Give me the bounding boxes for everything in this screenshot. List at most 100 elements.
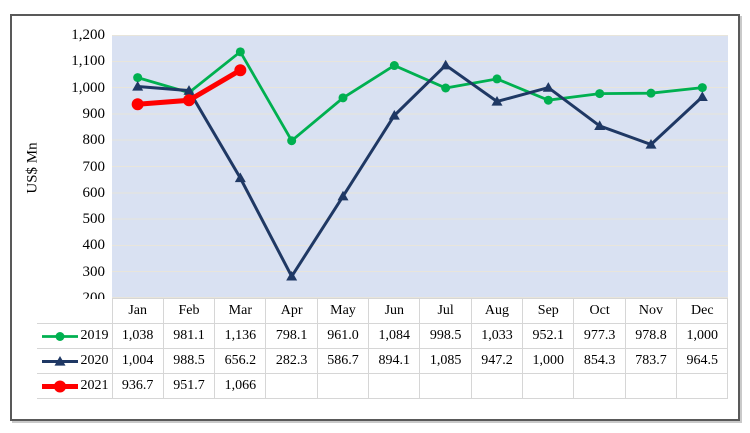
month-header: Nov bbox=[624, 298, 678, 324]
series-line-2019 bbox=[137, 49, 703, 143]
legend-item-2021: 2021 bbox=[37, 373, 113, 399]
value-cell: 981.1 bbox=[162, 323, 216, 349]
circle-marker-icon bbox=[234, 64, 247, 77]
y-axis-tick-label: 1,000 bbox=[71, 79, 105, 96]
value-cell: 1,004 bbox=[111, 348, 164, 374]
circle-marker-icon bbox=[133, 73, 143, 83]
plot-area bbox=[112, 35, 728, 298]
y-axis-tick-label: 1,100 bbox=[71, 53, 105, 70]
triangle-marker-icon bbox=[696, 91, 708, 102]
y-axis-tick-label: 700 bbox=[82, 158, 106, 175]
value-cell: 1,000 bbox=[522, 348, 575, 374]
circle-marker-icon bbox=[697, 83, 707, 93]
circle-marker-icon bbox=[595, 89, 605, 99]
legend-header-cell bbox=[37, 298, 113, 324]
month-header: Jul bbox=[419, 298, 472, 324]
y-axis-tick-label: 500 bbox=[82, 211, 106, 228]
month-header: Feb bbox=[162, 298, 216, 324]
series-name-label: 2019 bbox=[80, 328, 109, 343]
triangle-marker-icon bbox=[491, 95, 503, 106]
value-cell bbox=[368, 373, 421, 399]
circle-marker-icon bbox=[131, 98, 144, 111]
value-cell: 978.8 bbox=[624, 323, 678, 349]
triangle-marker-icon bbox=[286, 270, 298, 281]
table-header-row: Jan Feb Mar Apr May Jun Jul Aug Sep Oct Nov Dec bbox=[37, 298, 729, 324]
value-cell bbox=[676, 373, 729, 399]
circle-marker-icon bbox=[441, 83, 451, 93]
value-cell: 952.1 bbox=[522, 323, 575, 349]
circle-marker-icon bbox=[55, 331, 64, 341]
table-row: 2019 1,038 981.1 1,136 798.1 961.0 1,084 998.5 1… bbox=[37, 323, 729, 349]
month-header: Apr bbox=[265, 298, 318, 324]
y-axis-tick-label: 800 bbox=[82, 132, 106, 149]
triangle-marker-icon bbox=[234, 172, 246, 183]
value-cell: 988.5 bbox=[162, 348, 216, 374]
value-cell bbox=[573, 373, 626, 399]
value-cell: 1,033 bbox=[470, 323, 524, 349]
value-cell: 998.5 bbox=[419, 323, 472, 349]
legend-key-2020 bbox=[41, 355, 78, 366]
y-axis-tick-label: 1,200 bbox=[71, 27, 105, 43]
value-cell: 964.5 bbox=[676, 348, 729, 374]
value-cell: 961.0 bbox=[316, 323, 370, 349]
circle-marker-icon bbox=[287, 136, 297, 146]
value-cell: 951.7 bbox=[162, 373, 216, 399]
value-cell: 798.1 bbox=[265, 323, 318, 349]
value-cell: 1,038 bbox=[111, 323, 164, 349]
value-cell: 1,000 bbox=[676, 323, 729, 349]
value-cell: 1,136 bbox=[214, 323, 267, 349]
month-header: Dec bbox=[676, 298, 729, 324]
legend-inner: 2019 bbox=[37, 328, 111, 344]
triangle-marker-icon bbox=[645, 138, 657, 149]
value-cell: 783.7 bbox=[624, 348, 678, 374]
legend-key-2021 bbox=[41, 380, 78, 392]
circle-marker-icon bbox=[183, 94, 195, 107]
month-header: Aug bbox=[470, 298, 524, 324]
legend-item-2019: 2019 bbox=[37, 323, 113, 349]
y-axis-tick-label: 400 bbox=[82, 237, 106, 254]
circle-marker-icon bbox=[646, 88, 656, 98]
circle-marker-icon bbox=[338, 93, 348, 103]
data-table: Jan Feb Mar Apr May Jun Jul Aug Sep Oct Nov Dec 2019… bbox=[37, 298, 729, 399]
value-cell bbox=[316, 373, 370, 399]
month-header: Oct bbox=[573, 298, 626, 324]
triangle-marker-icon bbox=[183, 85, 195, 95]
value-cell: 936.7 bbox=[111, 373, 164, 399]
value-cell: 586.7 bbox=[316, 348, 370, 374]
circle-marker-icon bbox=[492, 74, 502, 84]
value-cell: 894.1 bbox=[368, 348, 421, 374]
circle-marker-icon bbox=[389, 61, 399, 71]
month-header: Jun bbox=[368, 298, 421, 324]
value-cell bbox=[522, 373, 575, 399]
circle-marker-icon bbox=[543, 95, 553, 105]
triangle-marker-icon bbox=[132, 81, 144, 91]
value-cell bbox=[470, 373, 524, 399]
legend-inner: 2021 bbox=[37, 378, 111, 394]
series-name-label: 2021 bbox=[80, 378, 109, 393]
month-header: Sep bbox=[522, 298, 575, 324]
circle-marker-icon bbox=[53, 380, 66, 392]
triangle-marker-icon bbox=[54, 355, 65, 366]
table-row: 2020 1,004 988.5 656.2 282.3 586.7 894.1 1,085 9… bbox=[37, 348, 729, 374]
month-header: May bbox=[316, 298, 370, 324]
value-cell: 1,084 bbox=[368, 323, 421, 349]
legend-inner: 2020 bbox=[37, 353, 111, 369]
series-name-label: 2020 bbox=[80, 353, 109, 368]
table-row: 2021 936.7 951.7 1,066 bbox=[37, 373, 729, 399]
value-cell: 947.2 bbox=[470, 348, 524, 374]
value-cell: 977.3 bbox=[573, 323, 626, 349]
legend-key-2019 bbox=[41, 331, 78, 341]
value-cell: 1,066 bbox=[214, 373, 267, 399]
legend-item-2020: 2020 bbox=[37, 348, 113, 374]
triangle-marker-icon bbox=[337, 190, 349, 201]
y-axis-title: US$ Mn bbox=[24, 142, 41, 194]
month-header: Jan bbox=[111, 298, 164, 324]
month-header: Mar bbox=[214, 298, 267, 324]
triangle-marker-icon bbox=[542, 82, 554, 92]
triangle-marker-icon bbox=[594, 120, 606, 131]
value-cell: 282.3 bbox=[265, 348, 318, 374]
value-cell bbox=[265, 373, 318, 399]
value-cell: 656.2 bbox=[214, 348, 267, 374]
triangle-marker-icon bbox=[440, 59, 452, 70]
